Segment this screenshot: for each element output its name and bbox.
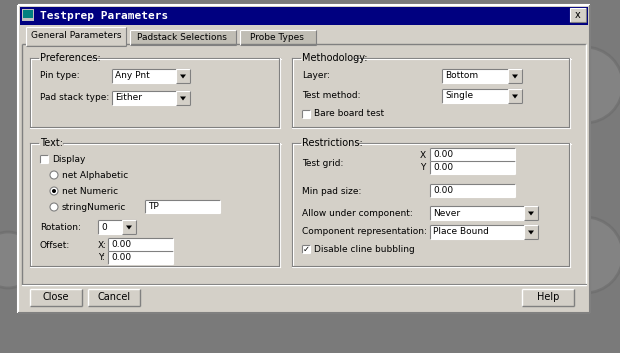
Bar — [522, 289, 574, 306]
Polygon shape — [528, 231, 534, 234]
Text: Never: Never — [433, 209, 460, 217]
Circle shape — [50, 203, 58, 211]
Text: Pad stack type:: Pad stack type: — [40, 94, 109, 102]
Circle shape — [0, 232, 36, 288]
Bar — [22, 45, 586, 285]
Bar — [430, 225, 538, 239]
Bar — [430, 184, 515, 197]
Text: Allow under component:: Allow under component: — [302, 209, 413, 217]
Text: Cancel: Cancel — [97, 293, 131, 303]
Bar — [23, 10, 33, 18]
Text: Restrictions:: Restrictions: — [302, 138, 363, 148]
Bar — [30, 50, 280, 128]
Text: Offset:: Offset: — [40, 240, 70, 250]
Text: x: x — [575, 10, 581, 20]
Bar — [508, 89, 522, 103]
Bar — [30, 289, 82, 306]
Text: ✓: ✓ — [303, 245, 310, 253]
Polygon shape — [512, 74, 518, 78]
Bar — [112, 91, 190, 105]
Text: Place Bound: Place Bound — [433, 227, 489, 237]
Polygon shape — [180, 96, 186, 101]
Text: Bottom: Bottom — [445, 72, 478, 80]
Text: net Numeric: net Numeric — [62, 186, 118, 196]
Bar — [442, 69, 522, 83]
Bar — [292, 135, 570, 267]
Text: TP: TP — [148, 202, 159, 211]
Text: Rotation:: Rotation: — [40, 222, 81, 232]
Bar — [442, 89, 522, 103]
Bar — [292, 50, 570, 128]
Circle shape — [50, 171, 58, 179]
Circle shape — [50, 187, 58, 195]
Polygon shape — [512, 95, 518, 98]
Text: Pin type:: Pin type: — [40, 72, 79, 80]
Text: 0.00: 0.00 — [111, 253, 131, 262]
Text: Test grid:: Test grid: — [302, 158, 343, 168]
Text: X:: X: — [98, 240, 107, 250]
Bar — [176, 69, 190, 83]
Polygon shape — [180, 74, 186, 78]
Text: 0.00: 0.00 — [111, 240, 131, 249]
Text: 0.00: 0.00 — [433, 163, 453, 172]
Text: X: X — [420, 150, 426, 160]
Circle shape — [547, 217, 620, 293]
Bar — [108, 251, 173, 264]
Text: Help: Help — [537, 293, 559, 303]
Text: Probe Types: Probe Types — [250, 34, 304, 42]
Bar — [524, 206, 538, 220]
Bar — [30, 135, 280, 267]
Bar — [122, 220, 136, 234]
Bar — [40, 155, 48, 163]
Text: Disable cline bubbling: Disable cline bubbling — [314, 245, 415, 253]
Bar — [430, 148, 515, 161]
Bar — [108, 238, 173, 251]
Bar — [570, 8, 586, 22]
Text: Test method:: Test method: — [302, 91, 360, 101]
Text: Y:: Y: — [98, 252, 105, 262]
Text: Any Pnt: Any Pnt — [115, 72, 150, 80]
Bar — [508, 69, 522, 83]
Bar — [18, 5, 590, 313]
Text: Single: Single — [445, 91, 473, 101]
Text: Preferences:: Preferences: — [40, 53, 100, 63]
Text: stringNumeric: stringNumeric — [62, 203, 126, 211]
Bar — [22, 9, 34, 21]
Bar — [26, 27, 126, 45]
Text: Padstack Selections: Padstack Selections — [137, 34, 227, 42]
Text: Min pad size:: Min pad size: — [302, 186, 361, 196]
Text: Layer:: Layer: — [302, 72, 330, 80]
Polygon shape — [126, 226, 132, 229]
Bar — [112, 69, 190, 83]
Text: 0.00: 0.00 — [433, 150, 453, 159]
Text: Component representation:: Component representation: — [302, 227, 427, 237]
Circle shape — [52, 189, 56, 193]
Bar — [430, 161, 515, 174]
Bar — [20, 7, 588, 25]
Bar — [130, 30, 236, 45]
Text: Y: Y — [420, 163, 425, 173]
Text: Either: Either — [115, 94, 142, 102]
Text: Display: Display — [52, 155, 86, 163]
Text: General Parameters: General Parameters — [31, 31, 122, 41]
Text: Text:: Text: — [40, 138, 63, 148]
Circle shape — [547, 47, 620, 123]
Polygon shape — [528, 211, 534, 215]
Text: Methodology:: Methodology: — [302, 53, 368, 63]
Text: Testprep Parameters: Testprep Parameters — [40, 11, 168, 21]
Bar — [524, 225, 538, 239]
Bar — [302, 245, 310, 253]
Text: 0.00: 0.00 — [433, 186, 453, 195]
Bar — [88, 289, 140, 306]
Bar — [240, 30, 316, 45]
Text: Bare board test: Bare board test — [314, 109, 384, 119]
Text: net Alphabetic: net Alphabetic — [62, 170, 128, 179]
Bar — [176, 91, 190, 105]
Bar — [98, 220, 136, 234]
Text: 0: 0 — [101, 222, 107, 232]
Bar — [302, 110, 310, 118]
Bar — [145, 200, 220, 213]
Bar — [430, 206, 538, 220]
Text: Close: Close — [43, 293, 69, 303]
